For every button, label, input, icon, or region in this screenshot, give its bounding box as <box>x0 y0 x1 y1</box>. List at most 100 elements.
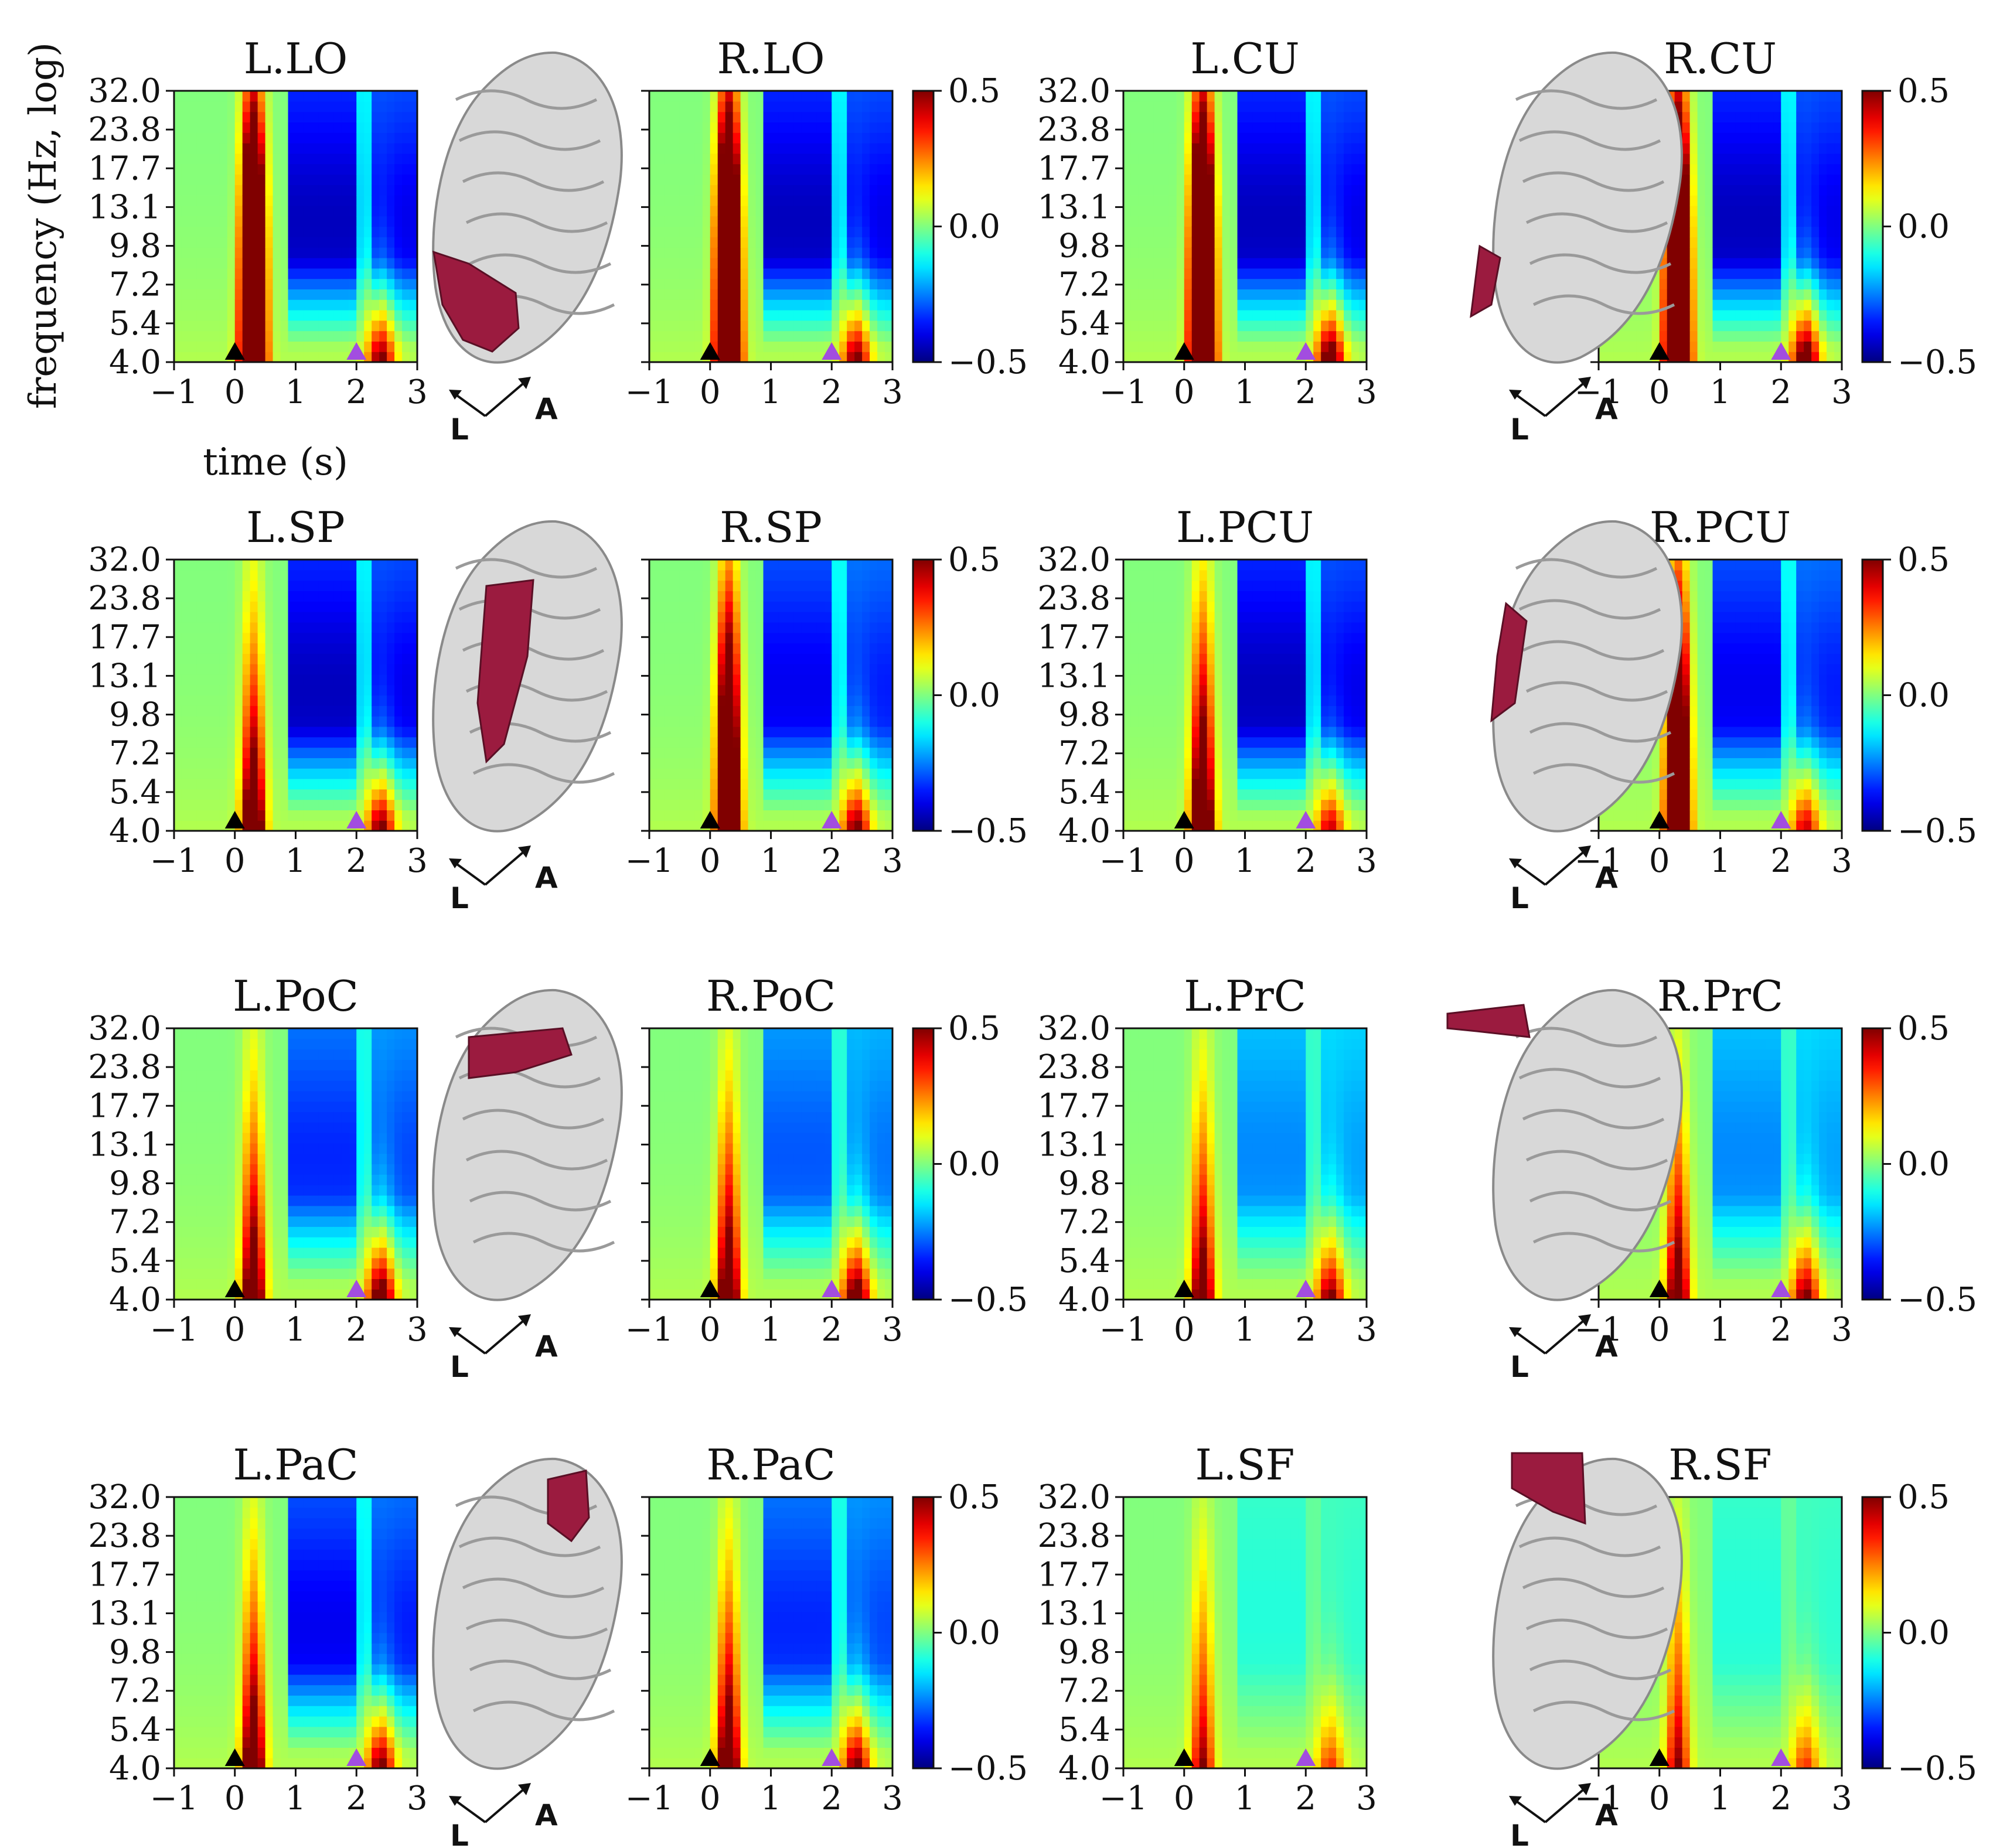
heatmap-cell <box>778 257 787 269</box>
heatmap-cell <box>786 111 795 123</box>
heatmap-cell <box>204 580 213 592</box>
heatmap-cell <box>1229 195 1238 206</box>
heatmap-cell <box>1796 341 1804 352</box>
heatmap-cell <box>1712 132 1721 144</box>
heatmap-cell <box>717 268 726 279</box>
heatmap-cell <box>272 737 281 748</box>
heatmap-cell <box>679 560 688 571</box>
heatmap-cell <box>311 309 319 321</box>
heatmap-cell <box>763 643 772 654</box>
heatmap-cell <box>372 111 380 123</box>
heatmap-cell <box>694 143 703 154</box>
heatmap-cell <box>847 237 855 248</box>
heatmap-cell <box>1351 278 1360 289</box>
heatmap-cell <box>189 174 197 185</box>
heatmap-cell <box>1191 237 1200 248</box>
heatmap-cell <box>1237 163 1246 175</box>
heatmap-cell <box>1351 122 1360 133</box>
heatmap-cell <box>877 330 885 342</box>
heatmap-cell <box>1328 309 1337 321</box>
heatmap-cell <box>793 570 802 581</box>
heatmap-cell <box>1153 195 1162 206</box>
heatmap-cell <box>824 185 832 196</box>
heatmap-cell <box>755 163 764 175</box>
heatmap-cell <box>717 570 726 581</box>
heatmap-cell <box>181 299 190 311</box>
heatmap-cell <box>755 789 764 800</box>
heatmap-cell <box>1819 226 1827 237</box>
heatmap-cell <box>733 695 741 706</box>
heatmap-cell <box>1359 91 1367 102</box>
heatmap-cell <box>1743 111 1751 123</box>
heatmap-cell <box>265 247 274 258</box>
heatmap-cell <box>717 705 726 717</box>
heatmap-cell <box>793 247 802 258</box>
heatmap-cell <box>1796 268 1804 279</box>
heatmap-cell <box>196 278 205 289</box>
heatmap-cell <box>1123 237 1132 248</box>
heatmap-cell <box>189 747 197 758</box>
heatmap-cell <box>272 705 281 717</box>
heatmap-cell <box>234 758 243 769</box>
heatmap-cell <box>694 174 703 185</box>
heatmap-cell <box>295 278 304 289</box>
heatmap-cell <box>664 226 673 237</box>
heatmap-cell <box>793 289 802 300</box>
heatmap-cell <box>1336 226 1344 237</box>
heatmap-cell <box>280 778 289 790</box>
heatmap-cell <box>219 299 228 311</box>
heatmap-cell <box>280 101 289 112</box>
heatmap-cell <box>702 101 711 112</box>
heatmap-cell <box>295 195 304 206</box>
heatmap-cell <box>387 705 395 717</box>
heatmap-cell <box>1328 91 1337 102</box>
heatmap-cell <box>847 289 855 300</box>
heatmap-cell <box>862 205 870 217</box>
heatmap-cell <box>809 352 817 363</box>
heatmap-cell <box>303 799 312 810</box>
heatmap-cell <box>402 257 410 269</box>
heatmap-cell <box>755 278 764 289</box>
heatmap-cell <box>832 612 840 623</box>
heatmap-cell <box>295 299 304 311</box>
heatmap-cell <box>394 622 403 633</box>
heatmap-cell <box>288 132 297 144</box>
heatmap-cell <box>664 101 673 112</box>
heatmap-cell <box>801 352 809 363</box>
heatmap-cell <box>839 122 847 133</box>
heatmap-cell <box>687 695 696 706</box>
heatmap-cell <box>832 289 840 300</box>
heatmap-cell <box>356 716 364 727</box>
heatmap-cell <box>1321 330 1329 342</box>
heatmap-cell <box>1720 216 1729 227</box>
heatmap-cell <box>196 664 205 675</box>
heatmap-cell <box>402 226 410 237</box>
heatmap-cell <box>288 205 297 217</box>
heatmap-cell <box>1336 309 1344 321</box>
heatmap-cell <box>1336 122 1344 133</box>
heatmap-cell <box>1123 174 1132 185</box>
heatmap-cell <box>326 643 334 654</box>
heatmap-cell <box>1667 278 1675 289</box>
heatmap-cell <box>280 643 289 654</box>
heatmap-cell <box>793 185 802 196</box>
heatmap-cell <box>318 799 326 810</box>
heatmap-cell <box>402 758 410 769</box>
heatmap-cell <box>672 163 680 175</box>
heatmap-cell <box>1682 122 1691 133</box>
heatmap-cell <box>1283 289 1291 300</box>
heatmap-cell <box>809 101 817 112</box>
heatmap-cell <box>1268 101 1276 112</box>
heatmap-cell <box>295 570 304 581</box>
heatmap-cell <box>1237 268 1246 279</box>
heatmap-cell <box>649 820 657 831</box>
heatmap-cell <box>1697 268 1706 279</box>
heatmap-cell <box>717 352 726 363</box>
heatmap-cell <box>204 622 213 633</box>
heatmap-cell <box>824 247 832 258</box>
heatmap-cell <box>181 726 190 738</box>
heatmap-cell <box>311 705 319 717</box>
heatmap-cell <box>672 789 680 800</box>
heatmap-cell <box>288 341 297 352</box>
heatmap-cell <box>410 632 418 644</box>
